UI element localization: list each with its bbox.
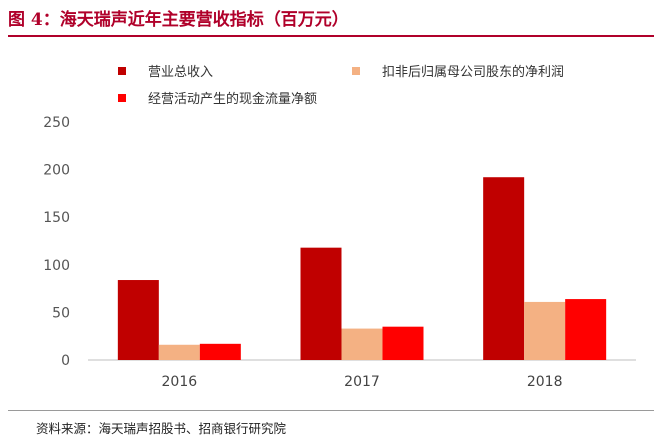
source-divider [8,410,654,411]
legend-item-net-profit: 扣非后归属母公司股东的净利润 [352,61,564,80]
bar [158,344,200,360]
legend-label-revenue: 营业总收入 [148,65,214,80]
y-tick-label: 150 [43,210,70,226]
x-tick-label: 2016 [162,374,198,390]
y-tick-label: 100 [43,258,70,274]
y-tick-label: 250 [43,115,70,131]
y-tick-label: 50 [52,305,70,321]
y-tick-label: 200 [43,163,70,179]
figure-title: 图 4：海天瑞声近年主要营收指标（百万元） [8,10,349,30]
legend-swatch-cash-flow [118,93,126,102]
legend-label-cash-flow: 经营活动产生的现金流量净额 [148,92,318,107]
x-tick-label: 2018 [527,374,563,390]
bar [565,299,607,360]
x-tick-label: 2017 [344,374,380,390]
legend-item-revenue: 营业总收入 [118,61,213,80]
legend-swatch-net-profit [352,66,360,75]
source-note: 资料来源：海天瑞声招股书、招商银行研究院 [36,421,287,436]
y-tick-label: 0 [61,353,70,369]
bar [300,247,342,360]
title-divider [8,35,654,37]
bar [382,326,424,360]
bar [199,343,241,360]
legend-label-net-profit: 扣非后归属母公司股东的净利润 [382,65,565,80]
bar [117,280,159,360]
legend-swatch-revenue [118,66,126,75]
legend-item-cash-flow: 经营活动产生的现金流量净额 [118,88,317,107]
bar [524,301,566,360]
bar [341,328,383,360]
bar [483,177,525,360]
